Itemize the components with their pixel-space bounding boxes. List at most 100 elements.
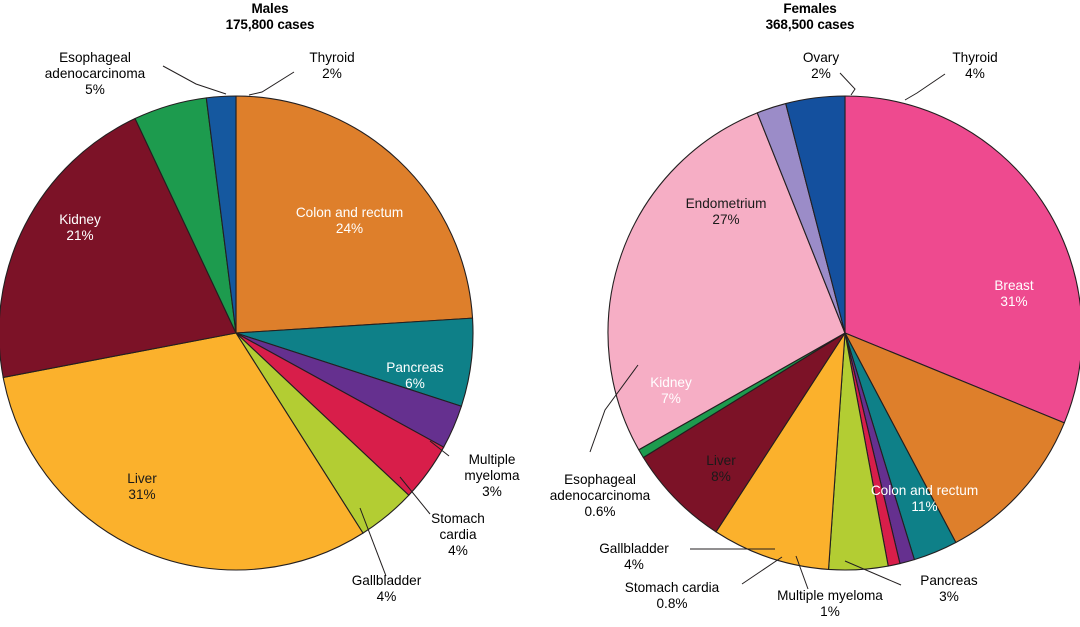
label-text: Esophageal <box>59 50 131 65</box>
slice-females-colon-and-rectum <box>844 332 1065 544</box>
label-text: Gallbladder <box>599 541 669 556</box>
chart-title-females-line1: Females <box>783 1 837 16</box>
label-males-thyroid: Thyroid 2% <box>277 50 387 82</box>
label-males-stomach-cardia: Stomach cardia 4% <box>414 511 502 560</box>
label-text: Breast <box>994 278 1034 293</box>
label-text: Liver <box>127 471 157 486</box>
leader-line-males-stomach <box>399 476 431 515</box>
label-females-gallbladder: Gallbladder 4% <box>578 541 690 573</box>
label-pct: 1% <box>820 604 840 620</box>
label-pct: 11% <box>911 499 938 515</box>
chart-title-males: Males 175,800 cases <box>0 1 540 33</box>
label-pct: 2% <box>322 66 342 82</box>
label-text: Esophageal <box>564 472 636 487</box>
label-pct: 3% <box>482 484 502 500</box>
slice-males-colon-and-rectum <box>235 95 474 334</box>
label-pct: 3% <box>939 589 959 605</box>
label-pct: 0.6% <box>584 504 616 520</box>
label-text: Gallbladder <box>351 573 422 588</box>
label-males-colon: Colon and rectum 24% <box>262 205 437 237</box>
label-females-thyroid: Thyroid 4% <box>929 50 1021 82</box>
leader-line-females-thyroid <box>904 73 946 101</box>
label-text: Stomach <box>431 511 485 526</box>
leader-line-males-esophageal <box>162 65 227 95</box>
label-males-liver: Liver 31% <box>92 471 192 503</box>
label-text: Thyroid <box>309 50 355 65</box>
label-text: Kidney <box>59 212 101 227</box>
label-males-multiple-myeloma: Multiple myeloma 3% <box>449 452 535 501</box>
leader-line-females-myeloma <box>795 555 809 590</box>
leader-line-males-gallbladder <box>359 507 387 577</box>
label-text: Colon and rectum <box>295 205 404 220</box>
label-pct: 4% <box>376 589 397 605</box>
label-pct: 8% <box>711 469 731 485</box>
leader-line-females-pancreas <box>844 560 902 586</box>
leader-line-males-thyroid <box>248 71 295 96</box>
chart-title-females-subtitle: 368,500 cases <box>765 17 855 32</box>
leader-line-females-stomach <box>741 556 783 585</box>
label-text-2: cardia <box>439 527 477 543</box>
label-females-pancreas: Pancreas 3% <box>901 573 997 605</box>
label-pct: 4% <box>965 66 985 82</box>
slice-females-liver <box>715 332 846 570</box>
label-text: Colon and rectum <box>870 483 979 498</box>
leader-lines <box>162 65 946 590</box>
label-text-2: adenocarcinoma <box>44 66 146 82</box>
slice-females-thyroid <box>785 95 846 334</box>
label-pct: 5% <box>85 82 105 98</box>
label-males-gallbladder: Gallbladder 4% <box>329 573 444 605</box>
label-pct: 2% <box>811 66 831 82</box>
label-pct: 21% <box>66 228 94 244</box>
chart-title-males-line1: Males <box>251 1 289 16</box>
label-text-2: adenocarcinoma <box>549 488 651 504</box>
label-pct: 4% <box>448 543 468 559</box>
label-females-stomach-cardia: Stomach cardia 0.8% <box>602 580 742 612</box>
label-text: Endometrium <box>685 196 767 211</box>
label-text: Pancreas <box>920 573 978 588</box>
slice-females-endometrium <box>607 112 846 451</box>
pie-females <box>607 95 1080 571</box>
pie-males <box>0 95 474 571</box>
label-text: Multiple <box>468 452 516 467</box>
chart-title-females: Females 368,500 cases <box>540 1 1080 33</box>
label-pct: 27% <box>712 212 740 228</box>
slice-females-kidney <box>642 332 846 533</box>
label-text: Thyroid <box>952 50 998 65</box>
label-pct: 31% <box>128 487 156 503</box>
label-males-pancreas: Pancreas 6% <box>360 360 470 392</box>
label-pct: 0.8% <box>656 596 688 612</box>
label-pct: 31% <box>1000 294 1028 310</box>
leader-line-males-myeloma <box>429 440 450 457</box>
label-text: Pancreas <box>386 360 444 375</box>
label-females-esophageal: Esophageal adenocarcinoma 0.6% <box>514 472 686 521</box>
label-females-liver: Liver 8% <box>678 453 764 485</box>
label-pct: 7% <box>661 391 681 407</box>
panel-males: Males 175,800 cases <box>0 1 540 33</box>
label-females-kidney: Kidney 7% <box>625 375 717 407</box>
label-females-ovary: Ovary 2% <box>774 50 868 82</box>
label-text: Ovary <box>802 50 840 65</box>
leader-line-females-ovary <box>839 72 856 96</box>
slice-males-thyroid <box>205 95 237 334</box>
slice-males-liver <box>2 332 364 571</box>
label-text: Kidney <box>650 375 692 390</box>
label-females-multiple-myeloma: Multiple myeloma 1% <box>752 588 908 620</box>
label-males-kidney: Kidney 21% <box>20 212 140 244</box>
label-males-esophageal: Esophageal adenocarcinoma 5% <box>10 50 180 99</box>
label-pct: 4% <box>624 557 644 573</box>
label-text: Liver <box>706 453 736 468</box>
leader-line-females-esophageal <box>589 364 639 453</box>
label-females-breast: Breast 31% <box>965 278 1063 310</box>
label-text-2: myeloma <box>464 468 520 484</box>
label-pct: 6% <box>405 376 425 392</box>
label-females-colon: Colon and rectum 11% <box>847 483 1002 515</box>
label-females-endometrium: Endometrium 27% <box>660 196 792 228</box>
label-text: Stomach cardia <box>624 580 720 595</box>
panel-females: Females 368,500 cases <box>540 0 1080 627</box>
label-text: Multiple myeloma <box>777 588 883 603</box>
slice-males-kidney <box>0 118 237 378</box>
label-pct: 24% <box>335 221 364 237</box>
chart-title-males-subtitle: 175,800 cases <box>225 17 315 32</box>
